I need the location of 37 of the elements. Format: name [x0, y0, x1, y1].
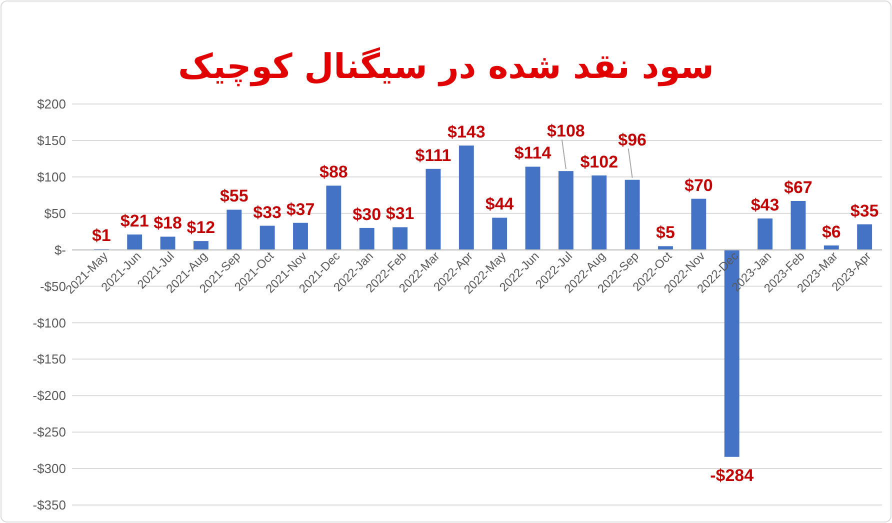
data-label: $5: [656, 223, 675, 242]
data-label: $33: [253, 202, 282, 222]
data-label: -$284: [710, 466, 754, 485]
data-label: $35: [850, 201, 879, 220]
y-tick-label: $200: [37, 96, 66, 112]
y-tick-label: -$300: [32, 461, 66, 476]
data-label: $96: [618, 130, 646, 150]
data-label: $43: [750, 195, 780, 214]
data-label: $67: [784, 178, 812, 197]
data-label: $111: [415, 146, 452, 165]
y-tick-label: $-: [54, 242, 66, 258]
y-tick-label: -$250: [32, 424, 66, 440]
data-label: $31: [386, 204, 414, 224]
data-label: $70: [684, 176, 713, 195]
data-label: $18: [154, 214, 182, 233]
data-label: $30: [352, 204, 382, 224]
data-label: $1: [92, 226, 111, 246]
y-tick-label: $150: [37, 133, 66, 148]
data-label: $88: [320, 162, 348, 182]
data-label: $102: [580, 152, 618, 172]
y-tick-label: -$100: [32, 315, 66, 330]
y-tick-label: -$150: [32, 352, 66, 367]
data-label: $108: [547, 122, 585, 141]
data-label: $55: [220, 186, 248, 206]
y-tick-label: -$50: [40, 278, 66, 294]
y-tick-label: $100: [37, 169, 66, 184]
data-label: $114: [514, 144, 552, 163]
data-label: $143: [447, 122, 486, 142]
data-label: $37: [286, 200, 315, 219]
y-tick-label: -$200: [32, 388, 66, 404]
chart-title: سود نقد شده در سیگنال کوچیک: [178, 47, 714, 87]
data-label: $12: [186, 218, 216, 238]
y-tick-label: -$350: [32, 498, 66, 513]
y-tick-label: $50: [44, 206, 66, 221]
data-label: $6: [822, 222, 841, 242]
data-label: $44: [485, 194, 514, 214]
data-label: $21: [120, 212, 149, 231]
